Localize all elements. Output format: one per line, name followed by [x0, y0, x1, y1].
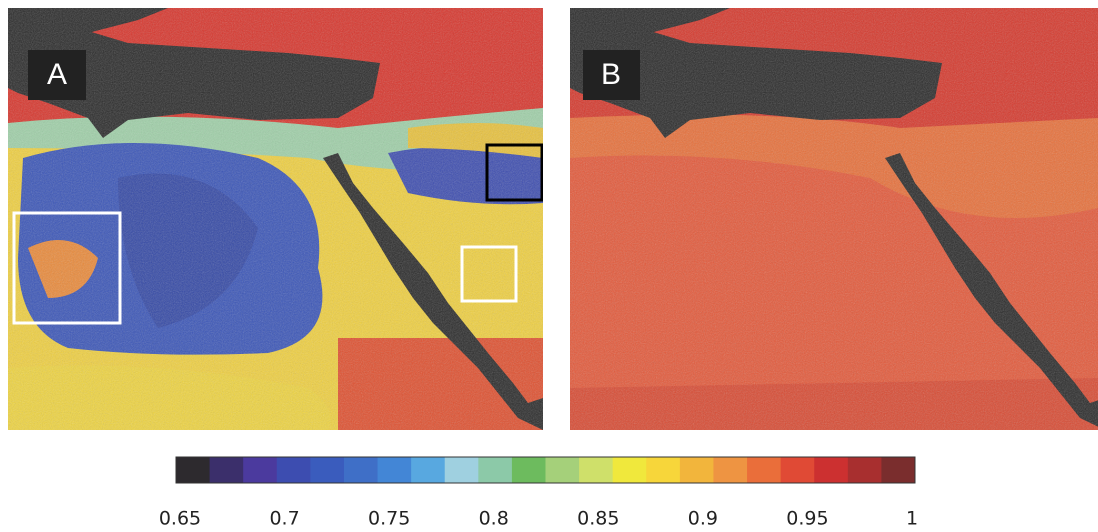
- colorbar-segment: [612, 457, 647, 483]
- map-panel-b: [570, 8, 1098, 430]
- colorbar-segment: [343, 457, 379, 483]
- panel-label: B: [601, 58, 621, 91]
- colorbar-segment: [545, 457, 580, 483]
- map-panel-a: [8, 8, 543, 430]
- tick-label: 0.7: [269, 508, 299, 530]
- tick-label: 0.9: [688, 508, 718, 530]
- colorbar-segment: [176, 457, 211, 483]
- colorbar-segment: [679, 457, 714, 483]
- colorbar-segment: [579, 457, 614, 483]
- colorbar-segment: [209, 457, 244, 483]
- colorbar-segment: [646, 457, 681, 483]
- colorbar-segment: [478, 457, 513, 483]
- colorbar-segment: [881, 457, 916, 483]
- tick-label: 0.65: [159, 508, 201, 530]
- colorbar-segment: [377, 457, 412, 483]
- tick-label: 0.85: [577, 508, 619, 530]
- tick-label: 0.95: [786, 508, 828, 530]
- label-box: [28, 50, 86, 100]
- tick-label: 1: [906, 508, 918, 530]
- colorbar: 0.65 0.7 0.75 0.8 0.85 0.9 0.95 1: [159, 456, 918, 530]
- colorbar-segment: [511, 457, 546, 483]
- colorbar-segment: [310, 457, 345, 483]
- tick-label: 0.8: [479, 508, 509, 530]
- colorbar-segment: [444, 457, 479, 483]
- colorbar-segment: [243, 457, 278, 483]
- colorbar-segment: [713, 457, 748, 483]
- label-box: [583, 50, 640, 100]
- colorbar-segment: [747, 457, 782, 483]
- colorbar-segment: [276, 457, 311, 483]
- colorbar-segment: [847, 457, 882, 483]
- colorbar-segment: [411, 457, 446, 483]
- colorbar-segment: [814, 457, 849, 483]
- panel-label: A: [47, 58, 67, 91]
- colorbar-frame: [175, 456, 916, 484]
- colorbar-segment: [780, 457, 815, 483]
- tick-label: 0.75: [368, 508, 410, 530]
